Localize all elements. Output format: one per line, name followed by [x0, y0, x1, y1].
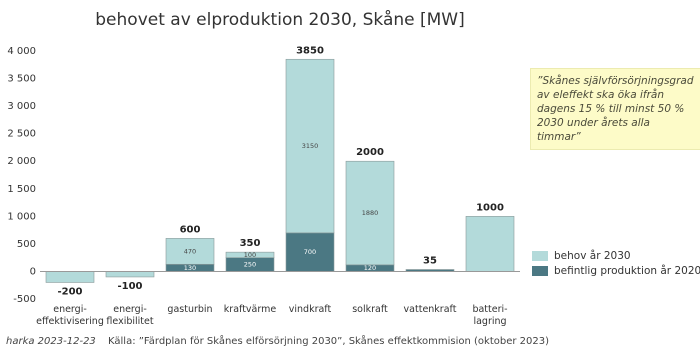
- segment-label: 250: [244, 261, 256, 269]
- segment-label: 3150: [302, 142, 319, 150]
- x-tick-label: kraftvärme: [223, 304, 277, 315]
- legend-swatch: [532, 251, 548, 261]
- x-tick-label: vindkraft: [288, 304, 332, 315]
- legend-swatch: [532, 266, 548, 276]
- y-tick-label: -500: [13, 294, 36, 305]
- total-label: 2000: [356, 147, 384, 158]
- total-label: 1000: [476, 202, 504, 213]
- total-label: -200: [57, 286, 82, 297]
- footer-source: Källa: ”Färdplan för Skånes elförsörjnin…: [108, 336, 550, 347]
- total-label: 35: [423, 256, 437, 267]
- y-tick-label: 4 000: [7, 46, 36, 57]
- bar-segment: [165, 238, 215, 265]
- chart-title: behovet av elproduktion 2030, Skåne [MW]: [95, 9, 464, 30]
- segment-label: 120: [364, 264, 376, 272]
- bar-segment: [105, 271, 155, 278]
- y-tick-label: 2 000: [7, 156, 36, 167]
- total-label: 600: [180, 224, 201, 235]
- segment-label: 1880: [362, 209, 379, 217]
- segment-label: 100: [244, 251, 256, 259]
- legend-label: befintlig produktion år 2020: [554, 264, 700, 277]
- x-tick-label: vattenkraft: [403, 304, 457, 315]
- y-tick-label: 3 000: [7, 101, 36, 112]
- x-tick-label: energi- flexibilitet: [106, 304, 154, 327]
- x-tick-label: batteri- lagring: [472, 304, 508, 327]
- y-tick-label: 2 500: [7, 129, 36, 140]
- y-tick-label: 500: [17, 239, 36, 250]
- x-tick-label: energi- effektivisering: [36, 304, 104, 327]
- x-tick-label: solkraft: [352, 304, 388, 315]
- segment-label: 130: [184, 264, 196, 272]
- legend-label: behov år 2030: [554, 249, 631, 262]
- y-tick-label: 1 500: [7, 184, 36, 195]
- footer-date: harka 2023-12-23: [6, 336, 96, 347]
- segment-label: 700: [304, 248, 316, 256]
- segment-label: 470: [184, 247, 196, 255]
- total-label: -100: [117, 281, 142, 292]
- bar-segment: [225, 251, 275, 258]
- y-tick-label: 3 500: [7, 74, 36, 85]
- annotation: ”Skånes självförsörjningsgrad av eleffek…: [530, 68, 700, 150]
- total-label: 350: [240, 238, 261, 249]
- y-tick-label: 1 000: [7, 211, 36, 222]
- y-tick-label: 0: [30, 266, 36, 277]
- bar-segment: [285, 58, 335, 234]
- total-label: 3850: [296, 45, 324, 56]
- bar-segment: [285, 232, 335, 272]
- x-tick-label: gasturbin: [167, 304, 213, 315]
- bar-segment: [345, 160, 395, 266]
- bar-segment: [45, 271, 95, 283]
- bar-segment: [465, 216, 515, 272]
